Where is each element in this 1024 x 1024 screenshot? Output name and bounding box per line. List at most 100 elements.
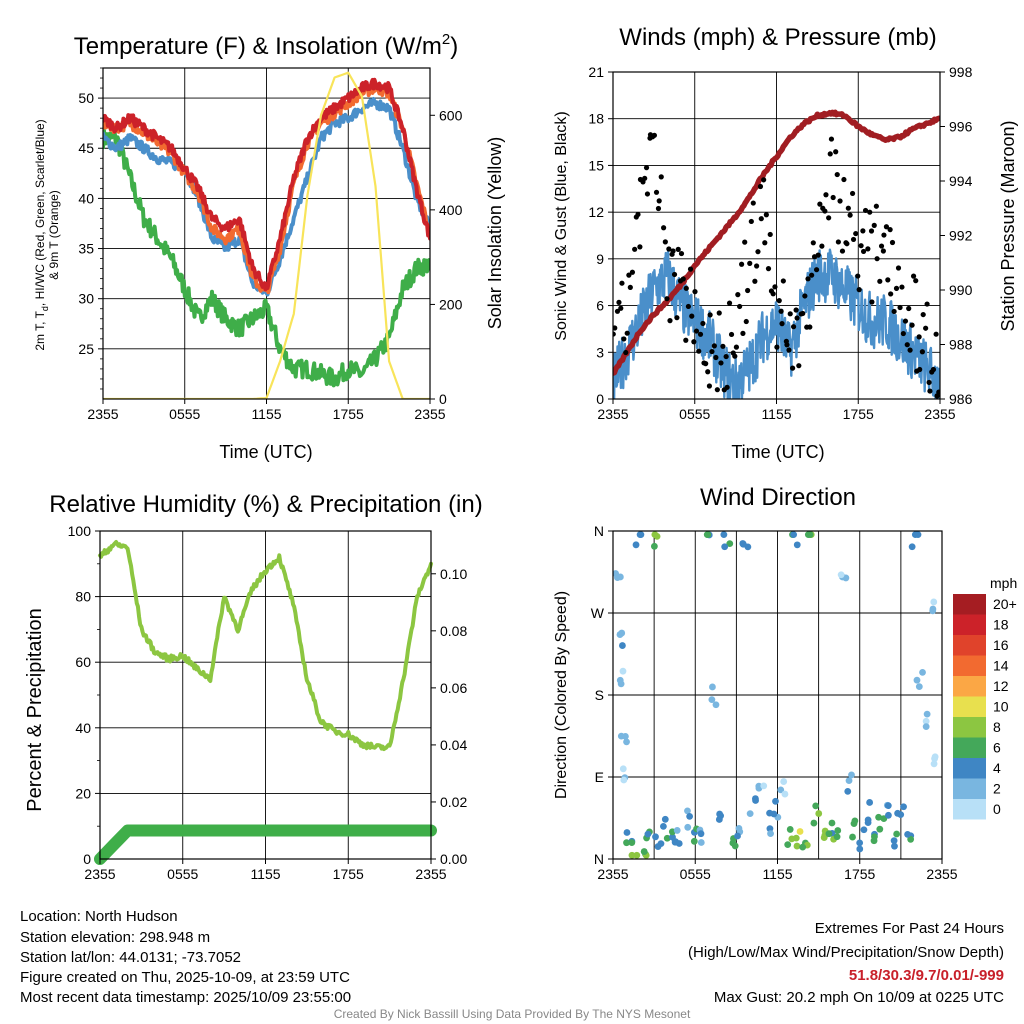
gust-point xyxy=(878,243,885,249)
gust-point xyxy=(865,246,871,252)
legend-swatch xyxy=(953,614,986,635)
recent-data-timestamp: Most recent data timestamp: 2025/10/09 2… xyxy=(20,989,352,1006)
humidity-axis-tick-label: 0 xyxy=(83,851,91,867)
pressure-axis-tick-label: 990 xyxy=(949,282,973,298)
temperature-x-tick: 2355 xyxy=(87,406,118,422)
wind-direction-point xyxy=(726,540,734,548)
wind-direction-point xyxy=(715,816,723,823)
gust-point xyxy=(762,240,768,246)
wind-axis-tick-label: 15 xyxy=(588,157,604,173)
direction-tick-label: S xyxy=(595,687,604,703)
ylabel-subscript: d xyxy=(40,306,50,311)
wind-direction-point xyxy=(708,696,716,704)
wind-direction-point xyxy=(915,683,923,691)
gust-point xyxy=(917,366,923,373)
gust-point xyxy=(613,331,616,337)
left-axis-tick-label: 35 xyxy=(78,241,94,257)
gust-point xyxy=(828,136,835,142)
precip-axis-tick-label: 0.04 xyxy=(440,737,467,753)
humidity-panel: 0 20 40 60 80 100 0.00 0.02 0.04 0.06 0.08 0.10 2355… xyxy=(24,491,483,882)
gust-point xyxy=(693,328,700,334)
gust-point xyxy=(913,278,919,284)
wind-direction-point xyxy=(845,777,853,785)
gust-point xyxy=(656,198,662,204)
gust-point xyxy=(720,343,726,349)
wind-direction-point xyxy=(663,834,671,842)
gust-point xyxy=(807,324,813,330)
gust-point xyxy=(891,308,897,315)
wind-direction-point xyxy=(767,830,774,838)
gust-point xyxy=(661,225,667,231)
gust-point xyxy=(700,320,706,327)
precipitation-line xyxy=(94,824,437,865)
wind-direction-point xyxy=(619,765,627,773)
wind-direction-point xyxy=(907,835,915,843)
gust-point xyxy=(881,232,887,238)
wind-direction-point xyxy=(815,810,823,817)
wind-direction-point xyxy=(812,802,820,810)
legend-label: 20+ xyxy=(993,596,1017,612)
gust-point xyxy=(754,263,760,269)
wind-direction-point xyxy=(833,833,841,841)
wind-direction-point xyxy=(792,834,800,842)
wind-direction-point xyxy=(721,543,729,551)
gust-point xyxy=(837,198,843,204)
wind-direction-point xyxy=(856,839,864,847)
temperature-plot-area xyxy=(103,71,430,399)
direction-x-tick: 2355 xyxy=(926,866,957,882)
gust-point xyxy=(817,201,823,207)
gust-point xyxy=(810,240,816,246)
wind-direction-point xyxy=(884,802,892,810)
gust-point xyxy=(666,246,672,252)
wind-direction-point xyxy=(860,826,868,834)
gust-point xyxy=(868,228,875,234)
gust-point xyxy=(844,241,850,247)
winds-y-axis-label: Sonic Wind & Gust (Blue, Black) xyxy=(553,111,570,340)
gust-point xyxy=(904,342,910,348)
wind-direction-point xyxy=(673,827,681,834)
gust-point xyxy=(680,276,686,282)
wind-direction-point xyxy=(908,543,916,551)
wind-direction-point xyxy=(796,828,804,835)
temperature-title: Temperature (F) & Insolation (W/m2) xyxy=(74,31,458,60)
gust-point xyxy=(774,344,780,350)
wind-direction-point xyxy=(619,667,627,675)
wind-direction-point xyxy=(911,531,919,539)
gust-point xyxy=(778,308,784,314)
humidity-axis-tick-label: 40 xyxy=(75,720,91,736)
station-elevation: Station elevation: 298.948 m xyxy=(20,929,211,946)
direction-x-tick: 0555 xyxy=(680,866,711,882)
gust-point xyxy=(834,171,840,178)
wind-direction-point xyxy=(657,840,665,848)
gust-point xyxy=(767,231,773,238)
pressure-axis-tick-label: 998 xyxy=(949,64,973,80)
gust-point xyxy=(664,296,670,302)
legend-swatch xyxy=(953,676,986,697)
gust-point xyxy=(784,342,790,348)
gust-point xyxy=(748,218,754,225)
wind-direction-point xyxy=(684,823,692,831)
gust-point xyxy=(618,305,624,311)
wind-axis-tick-label: 9 xyxy=(596,251,604,267)
gust-point xyxy=(823,192,829,198)
pressure-axis-tick-label: 986 xyxy=(949,391,973,407)
gust-point xyxy=(793,307,799,313)
winds-x-tick: 1755 xyxy=(843,406,874,422)
legend-label: 2 xyxy=(993,781,1001,797)
humidity-axis-tick-label: 100 xyxy=(68,523,92,539)
gust-point xyxy=(926,379,932,386)
wind-axis-tick-label: 21 xyxy=(588,64,604,80)
wind-direction-point xyxy=(790,531,798,539)
gust-point xyxy=(867,209,873,215)
gust-point xyxy=(683,285,689,291)
wind-direction-point xyxy=(891,842,898,850)
gust-point xyxy=(899,284,905,290)
winds-plot-area xyxy=(613,109,940,399)
wind-direction-point xyxy=(777,786,785,794)
gust-point xyxy=(853,230,859,237)
gust-point xyxy=(841,176,847,183)
title-close: ) xyxy=(450,33,458,60)
gust-point xyxy=(830,194,836,201)
wind-direction-point xyxy=(870,837,878,845)
wind-direction-point xyxy=(760,782,768,790)
